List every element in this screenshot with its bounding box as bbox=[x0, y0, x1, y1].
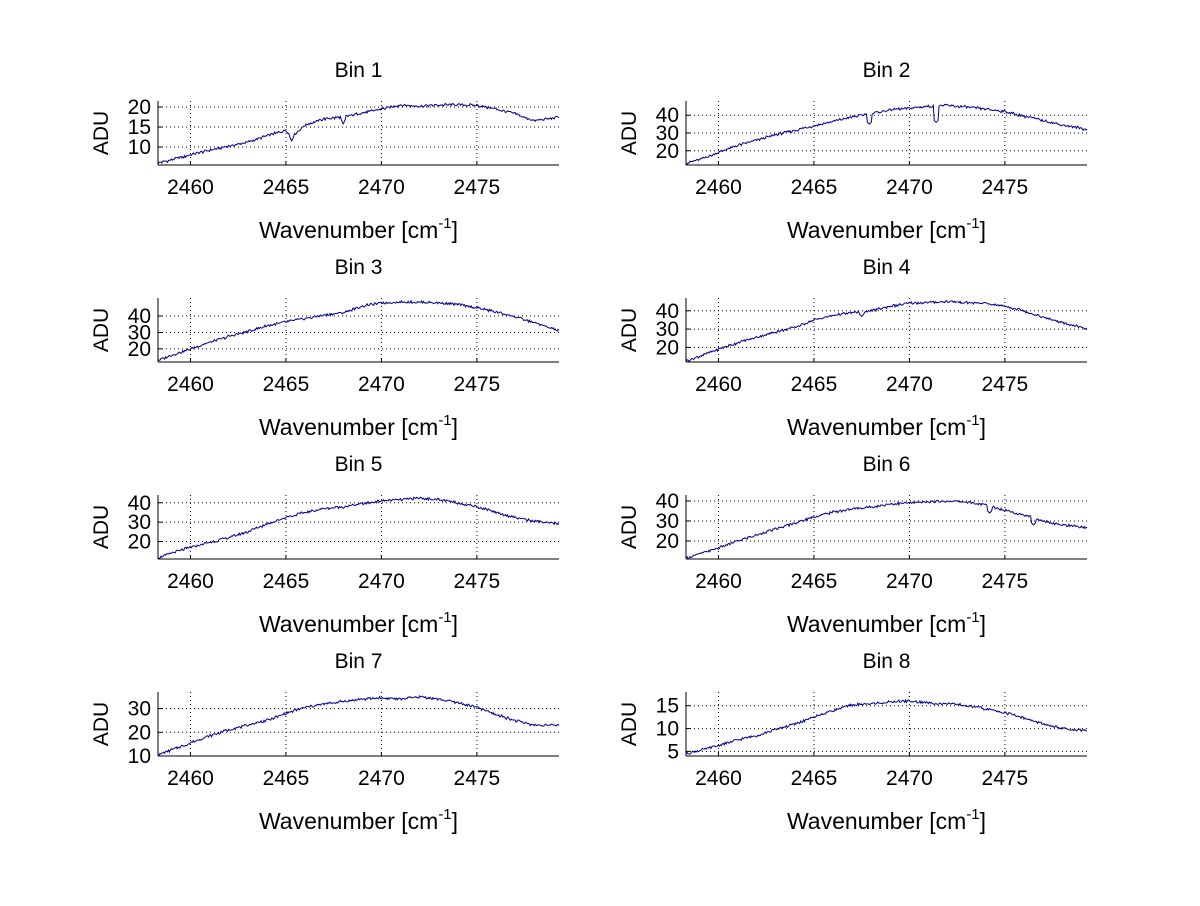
y-tick-label: 20 bbox=[656, 140, 679, 163]
chart-title-bin-5: Bin 5 bbox=[335, 453, 383, 476]
y-tick-label: 40 bbox=[656, 104, 679, 127]
y-tick-label: 30 bbox=[656, 510, 679, 533]
x-tick-label: 2465 bbox=[791, 570, 838, 593]
y-axis-label: ADU bbox=[90, 505, 113, 549]
y-tick-label: 40 bbox=[128, 492, 151, 515]
chart-title-bin-3: Bin 3 bbox=[335, 256, 383, 279]
x-tick-label: 2470 bbox=[886, 176, 933, 199]
x-tick-label: 2470 bbox=[886, 767, 933, 790]
x-tick-label: 2465 bbox=[791, 767, 838, 790]
y-tick-label: 40 bbox=[656, 300, 679, 323]
y-axis-label: ADU bbox=[618, 702, 641, 746]
chart-title-bin-2: Bin 2 bbox=[863, 59, 911, 82]
x-tick-label: 2470 bbox=[886, 373, 933, 396]
y-tick-label: 20 bbox=[656, 336, 679, 359]
y-axis-label: ADU bbox=[90, 308, 113, 352]
chart-title-bin-1: Bin 1 bbox=[335, 59, 383, 82]
y-tick-label: 5 bbox=[667, 740, 679, 763]
x-axis-label: Wavenumber [cm-1] bbox=[787, 215, 986, 243]
x-tick-label: 2470 bbox=[358, 767, 405, 790]
x-tick-label: 2465 bbox=[263, 767, 310, 790]
y-tick-label: 30 bbox=[128, 698, 151, 721]
x-tick-label: 2475 bbox=[982, 767, 1029, 790]
y-tick-label: 20 bbox=[656, 530, 679, 553]
chart-title-bin-4: Bin 4 bbox=[863, 256, 911, 279]
x-axis-label: Wavenumber [cm-1] bbox=[259, 806, 458, 834]
series-line-bin-8 bbox=[685, 698, 1088, 755]
y-tick-label: 10 bbox=[128, 136, 151, 159]
chart-title-bin-6: Bin 6 bbox=[863, 453, 911, 476]
series-line-bin-6 bbox=[685, 499, 1088, 560]
x-tick-label: 2465 bbox=[263, 373, 310, 396]
y-tick-label: 15 bbox=[128, 116, 151, 139]
x-tick-label: 2470 bbox=[886, 570, 933, 593]
x-axis-label: Wavenumber [cm-1] bbox=[259, 412, 458, 440]
x-tick-label: 2465 bbox=[263, 570, 310, 593]
chart-title-bin-8: Bin 8 bbox=[863, 650, 911, 673]
x-tick-label: 2460 bbox=[695, 176, 742, 199]
series-line-bin-3 bbox=[157, 299, 560, 361]
x-tick-label: 2460 bbox=[167, 176, 214, 199]
x-tick-label: 2470 bbox=[358, 570, 405, 593]
x-tick-label: 2465 bbox=[791, 373, 838, 396]
chart-title-bin-7: Bin 7 bbox=[335, 650, 383, 673]
y-axis-label: ADU bbox=[618, 505, 641, 549]
x-axis-label: Wavenumber [cm-1] bbox=[787, 609, 986, 637]
y-axis-label: ADU bbox=[618, 111, 641, 155]
x-tick-label: 2465 bbox=[263, 176, 310, 199]
x-axis-label: Wavenumber [cm-1] bbox=[787, 412, 986, 440]
y-tick-label: 30 bbox=[128, 511, 151, 534]
y-tick-label: 10 bbox=[128, 745, 151, 768]
x-tick-label: 2475 bbox=[982, 570, 1029, 593]
y-tick-label: 20 bbox=[128, 338, 151, 361]
y-axis-label: ADU bbox=[90, 111, 113, 155]
x-tick-label: 2475 bbox=[454, 570, 501, 593]
y-tick-label: 20 bbox=[128, 531, 151, 554]
x-tick-label: 2470 bbox=[358, 176, 405, 199]
x-tick-label: 2475 bbox=[454, 767, 501, 790]
series-line-bin-4 bbox=[685, 299, 1088, 363]
x-tick-label: 2475 bbox=[454, 373, 501, 396]
x-tick-label: 2460 bbox=[167, 373, 214, 396]
series-line-bin-1 bbox=[157, 102, 560, 165]
y-tick-label: 15 bbox=[656, 695, 679, 718]
y-tick-label: 30 bbox=[128, 321, 151, 344]
y-tick-label: 40 bbox=[656, 490, 679, 513]
x-tick-label: 2460 bbox=[695, 373, 742, 396]
x-tick-label: 2460 bbox=[695, 570, 742, 593]
y-tick-label: 10 bbox=[656, 718, 679, 741]
x-tick-label: 2475 bbox=[982, 373, 1029, 396]
x-tick-label: 2460 bbox=[167, 570, 214, 593]
x-tick-label: 2460 bbox=[695, 767, 742, 790]
x-axis-label: Wavenumber [cm-1] bbox=[787, 806, 986, 834]
y-tick-label: 20 bbox=[128, 96, 151, 119]
series-line-bin-2 bbox=[685, 103, 1088, 165]
y-tick-label: 40 bbox=[128, 305, 151, 328]
x-tick-label: 2475 bbox=[982, 176, 1029, 199]
y-axis-label: ADU bbox=[90, 702, 113, 746]
series-line-bin-7 bbox=[157, 695, 560, 757]
y-tick-label: 30 bbox=[656, 318, 679, 341]
x-tick-label: 2475 bbox=[454, 176, 501, 199]
y-tick-label: 20 bbox=[128, 721, 151, 744]
y-axis-label: ADU bbox=[618, 308, 641, 352]
x-axis-label: Wavenumber [cm-1] bbox=[259, 215, 458, 243]
y-tick-label: 30 bbox=[656, 122, 679, 145]
x-axis-label: Wavenumber [cm-1] bbox=[259, 609, 458, 637]
series-line-bin-5 bbox=[157, 496, 560, 560]
x-tick-label: 2470 bbox=[358, 373, 405, 396]
x-tick-label: 2465 bbox=[791, 176, 838, 199]
x-tick-label: 2460 bbox=[167, 767, 214, 790]
